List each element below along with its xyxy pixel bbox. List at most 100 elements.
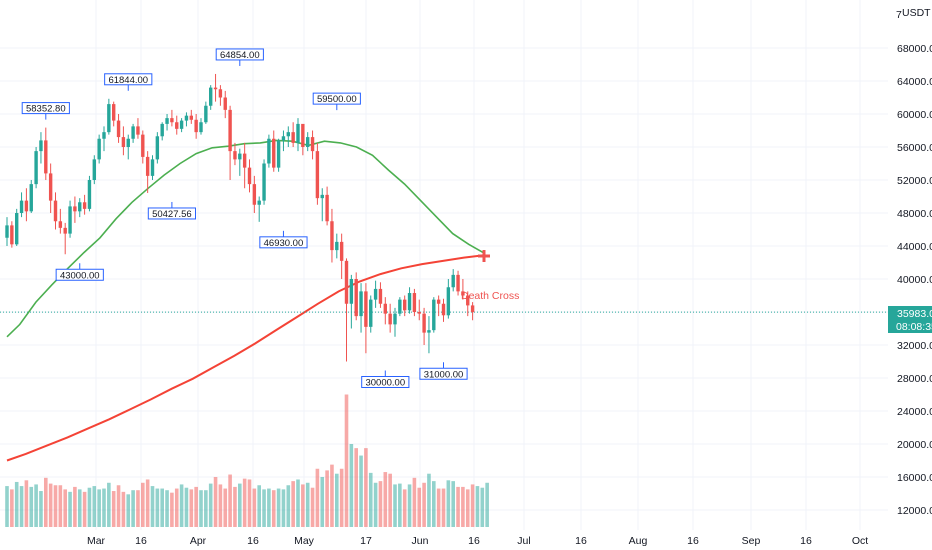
peak-callout-text: 61844.00	[108, 75, 148, 86]
candle-body	[403, 299, 407, 311]
volume-bar	[451, 481, 455, 527]
candle-body	[339, 241, 344, 261]
time-tick-label: Jul	[517, 535, 530, 547]
volume-bar	[368, 472, 373, 527]
volume-bar	[446, 480, 451, 527]
volume-bar	[257, 485, 261, 527]
time-tick-label: Sep	[742, 535, 761, 547]
candle-body	[301, 123, 305, 147]
candle-body	[466, 295, 470, 306]
volume-bar	[107, 482, 111, 527]
candle-body	[44, 140, 48, 174]
volume-bar	[116, 485, 121, 527]
candle-body	[257, 200, 261, 205]
candle-body	[422, 313, 426, 333]
candle-body	[155, 136, 160, 160]
volume-bar	[339, 468, 344, 527]
volume-bar	[301, 484, 305, 527]
candle-body	[189, 115, 193, 120]
candle-body	[131, 126, 135, 139]
volume-bar	[296, 479, 300, 527]
candle-body	[170, 118, 174, 123]
peak-callout-text: 59500.00	[317, 94, 357, 105]
volume-bar	[247, 479, 252, 527]
volume-bar	[5, 486, 9, 527]
candle-body	[267, 138, 271, 164]
volume-bar	[228, 474, 232, 527]
volume-bar	[402, 489, 407, 527]
candle-body	[194, 119, 198, 133]
trough-callout-text: 30000.00	[365, 378, 405, 389]
candle-body	[199, 122, 203, 133]
candle-body	[325, 194, 329, 222]
volume-bar	[126, 494, 131, 527]
price-tick-label: 28000.00	[897, 373, 932, 385]
candle-body	[97, 138, 101, 160]
volume-bar	[199, 490, 203, 527]
volume-bar	[349, 444, 354, 527]
candle-body	[388, 313, 392, 325]
candle-body	[441, 303, 446, 316]
candle-body	[78, 202, 82, 212]
candlesticks	[5, 73, 475, 362]
volume-bar	[136, 490, 140, 527]
price-tick-label: 16000.00	[897, 472, 932, 484]
time-tick-label: 16	[135, 535, 147, 547]
volume-bar	[92, 486, 97, 527]
volume-bar	[378, 481, 383, 527]
volume-bar	[388, 473, 392, 527]
candle-body	[175, 122, 179, 129]
time-tick-label: Jun	[412, 535, 429, 547]
volume-bar	[68, 491, 72, 527]
volume-bar	[141, 482, 145, 527]
price-axis-top-tick: 7	[896, 9, 902, 21]
time-tick-label: 17	[360, 535, 372, 547]
volume-bar	[184, 487, 189, 527]
price-tick-label: 52000.00	[897, 175, 932, 187]
time-tick-label: 16	[687, 535, 699, 547]
volume-bar	[291, 481, 295, 527]
death-cross-marker[interactable]	[478, 250, 490, 262]
volume-bar	[315, 468, 320, 527]
volume-bar	[218, 484, 223, 527]
time-tick-label: 16	[468, 535, 480, 547]
volume-bar	[111, 491, 116, 527]
volume-bar	[213, 477, 218, 527]
candle-body	[272, 138, 276, 168]
candle-body	[456, 274, 460, 292]
volume-bar	[223, 488, 228, 527]
candle-body	[393, 313, 397, 325]
time-axis[interactable]: Mar 16 Apr 16 May 17 Jun 16 Jul 16 Aug 16 Sep 16 Oct	[87, 535, 868, 547]
candle-body	[228, 109, 232, 152]
volume-bar	[320, 477, 325, 527]
death-cross-label: Death Cross	[461, 290, 519, 302]
price-axis-bg[interactable]	[888, 0, 932, 530]
candle-body	[63, 227, 67, 234]
candle-body	[364, 291, 368, 327]
candle-body	[218, 89, 223, 98]
volume-bar	[412, 477, 417, 527]
candle-body	[470, 305, 475, 313]
price-tick-label: 24000.00	[897, 406, 932, 418]
volume-bar	[398, 483, 402, 527]
candle-body	[446, 287, 451, 316]
candle-body	[398, 299, 402, 314]
volume-bar	[160, 488, 164, 527]
candle-body	[432, 299, 436, 331]
last-price-value: 35983.05	[897, 308, 932, 320]
time-tick-label: 16	[247, 535, 259, 547]
volume-bar	[131, 490, 135, 527]
time-tick-label: Apr	[190, 535, 207, 547]
volume-bar	[281, 489, 286, 527]
candle-body	[145, 156, 150, 176]
volume-bar	[242, 478, 247, 527]
time-tick-label: 16	[800, 535, 812, 547]
volume-bar	[233, 486, 237, 527]
volume-bar	[422, 482, 426, 527]
candle-body	[252, 184, 257, 205]
last-price-tag: 35983.05 08:08:35	[888, 306, 932, 333]
candle-body	[417, 312, 421, 314]
candle-body	[276, 140, 281, 168]
volume-bar	[121, 491, 126, 527]
